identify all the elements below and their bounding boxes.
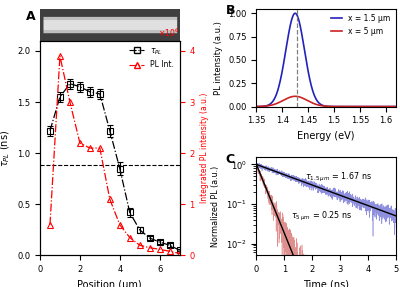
Text: $\tau_{1.5\,\mu m}$ = 1.67 ns: $\tau_{1.5\,\mu m}$ = 1.67 ns [305, 170, 372, 183]
Text: A: A [26, 10, 36, 23]
Text: $\times10^6$: $\times10^6$ [158, 26, 180, 38]
Y-axis label: $\tau_{PL}$ (ns): $\tau_{PL}$ (ns) [0, 129, 12, 167]
Text: C: C [226, 153, 235, 166]
Y-axis label: PL intensity (a.u.): PL intensity (a.u.) [214, 21, 223, 94]
X-axis label: Time (ns): Time (ns) [303, 280, 349, 287]
Legend: x = 1.5 μm, x = 5 μm: x = 1.5 μm, x = 5 μm [329, 12, 392, 37]
Legend: $\tau_{PL}$, PL Int.: $\tau_{PL}$, PL Int. [128, 44, 176, 71]
Y-axis label: Integrated PL intensity (a.u.): Integrated PL intensity (a.u.) [200, 93, 209, 203]
Text: B: B [226, 4, 235, 17]
X-axis label: Position (μm): Position (μm) [78, 280, 142, 287]
Y-axis label: Normalized PL (a.u.): Normalized PL (a.u.) [211, 166, 220, 247]
Text: $\tau_{5\,\mu m}$ = 0.25 ns: $\tau_{5\,\mu m}$ = 0.25 ns [291, 210, 352, 223]
X-axis label: Energy (eV): Energy (eV) [298, 131, 355, 141]
